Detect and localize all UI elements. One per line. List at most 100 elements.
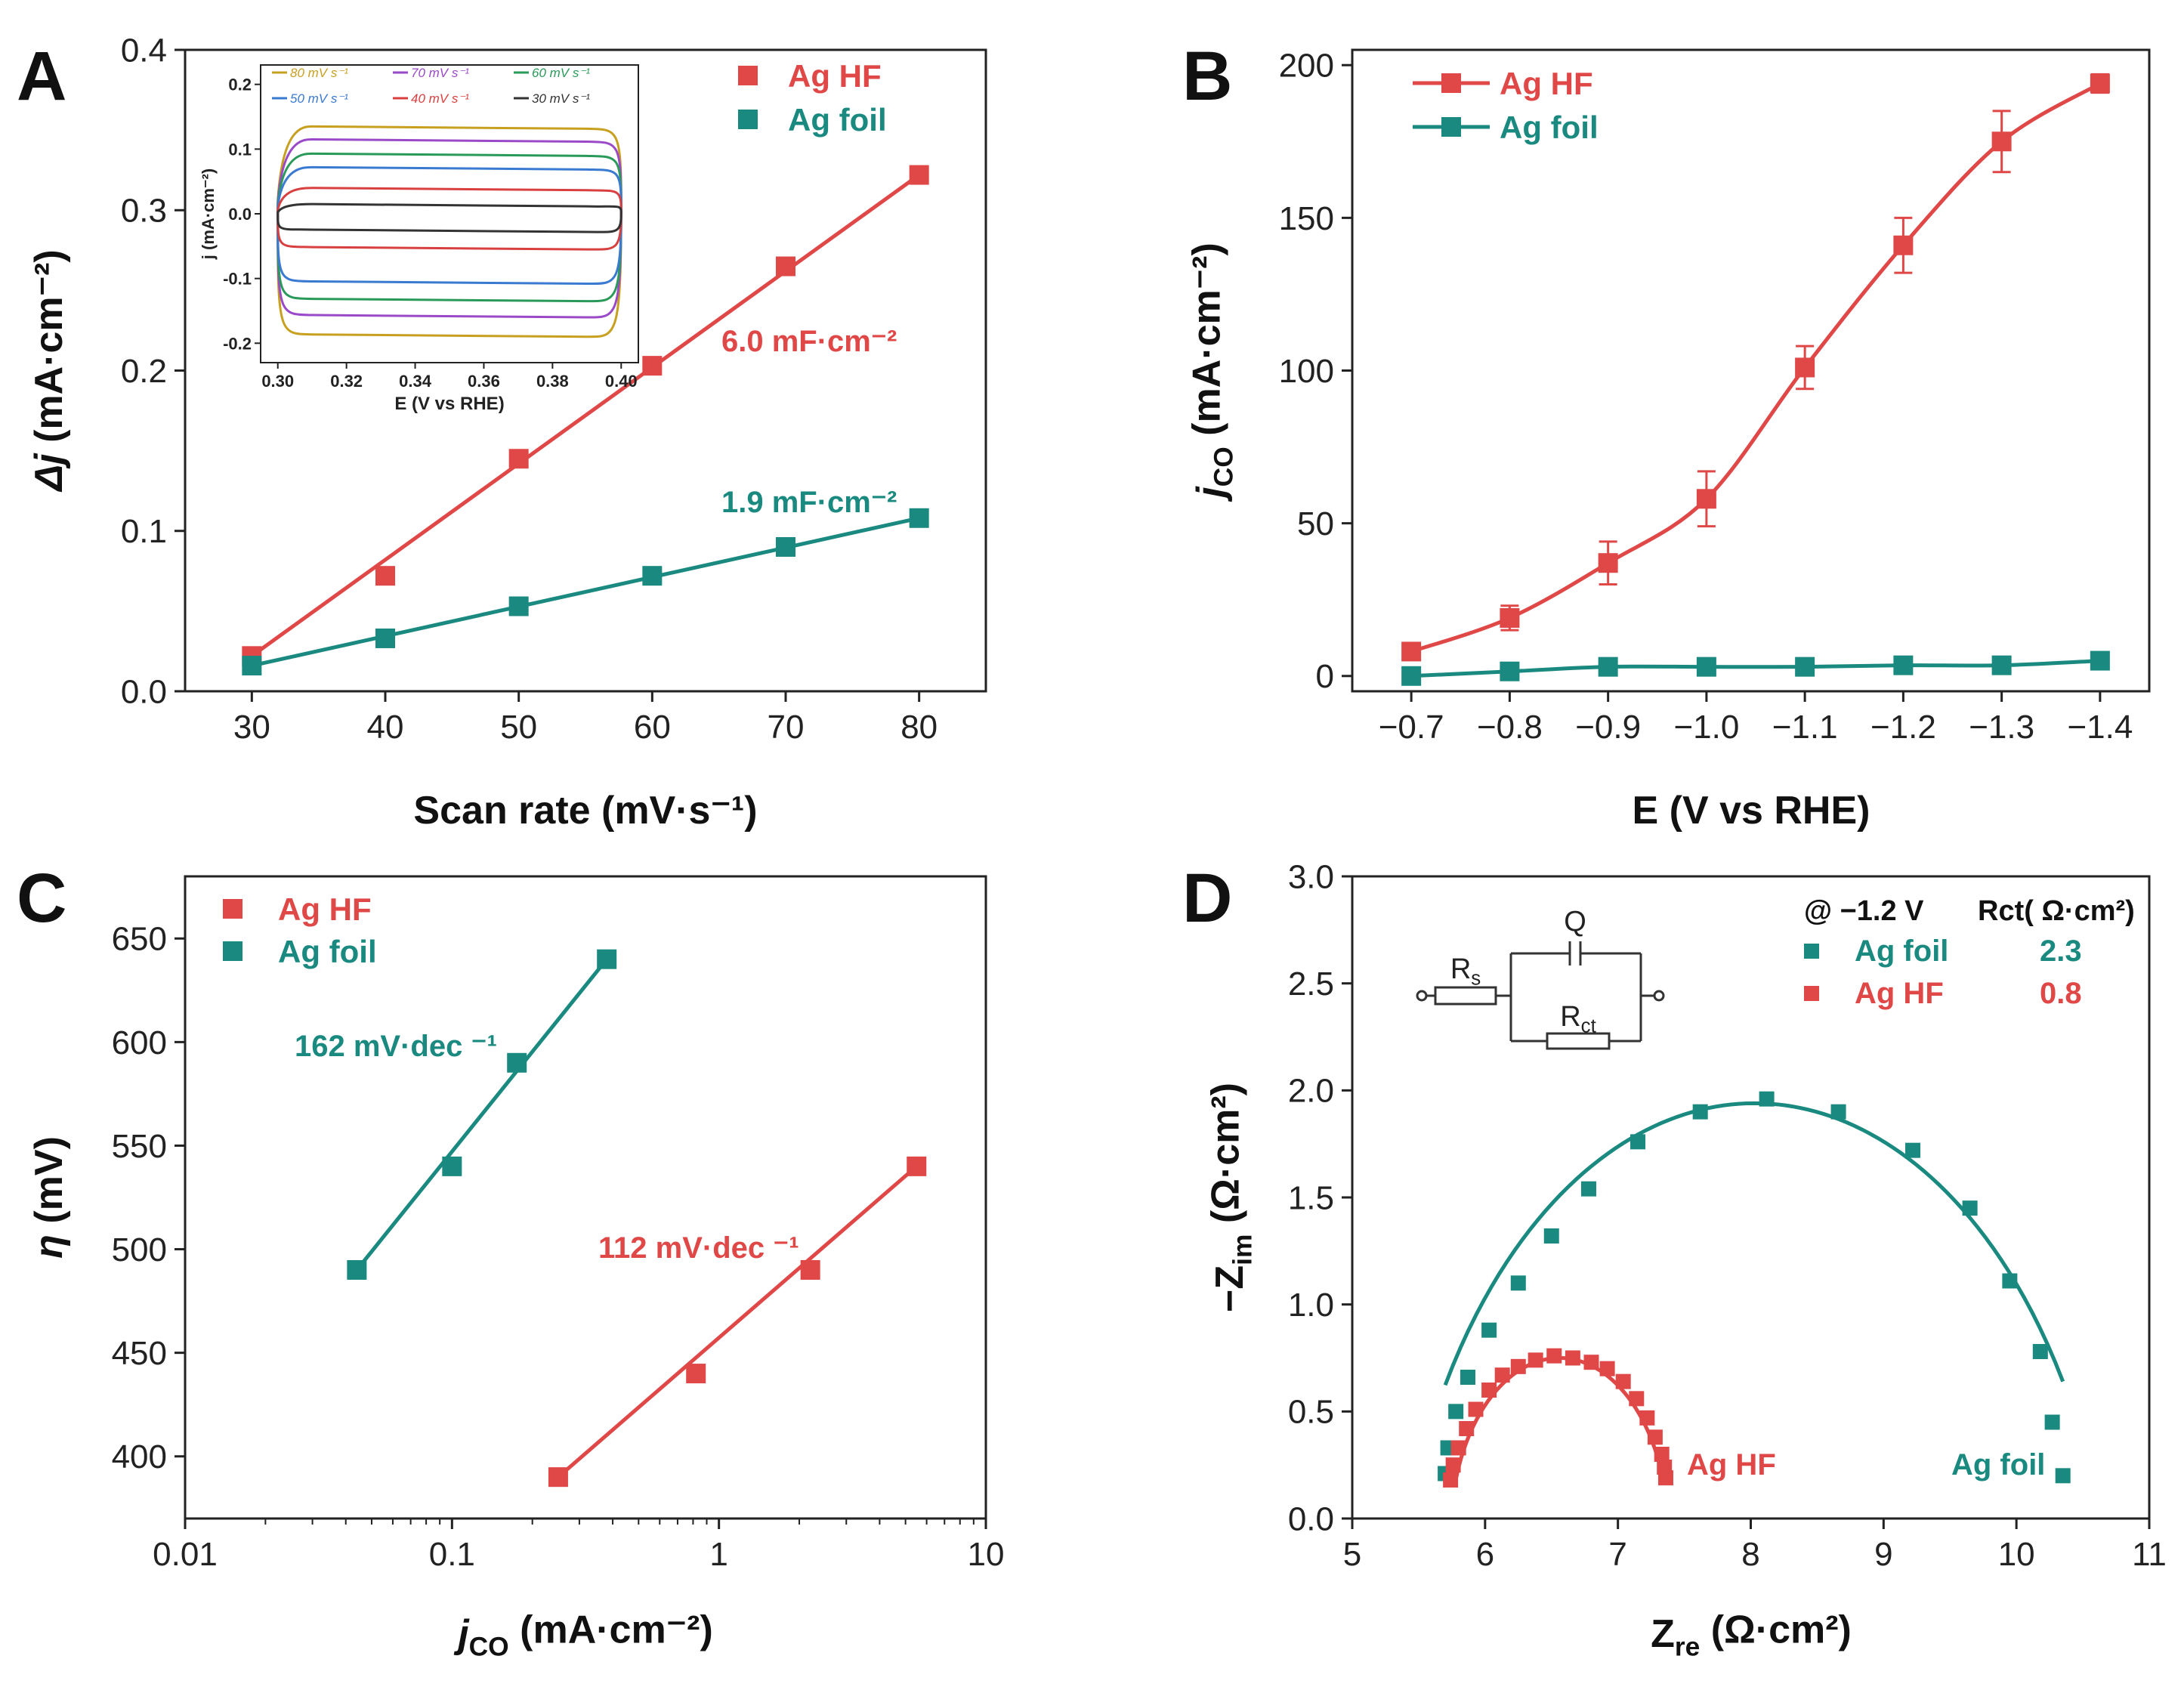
panel-a-legend-marker (738, 110, 758, 129)
panel-a-xtick-label: 60 (634, 709, 671, 746)
panel-a-xtick-label: 70 (768, 709, 805, 746)
panel-d-ytick-label: 2.0 (1288, 1073, 1334, 1110)
inset-y-axis-label: j (mA·cm⁻²) (199, 168, 218, 260)
panel-a-xtick-label: 50 (500, 709, 537, 746)
panel-d-curve-label: Ag HF (1687, 1448, 1776, 1481)
panel-d-point (1460, 1370, 1475, 1385)
panel-c-legend-marker (223, 899, 242, 919)
panel-b-point (1401, 641, 1422, 662)
panel-d-xtick-label: 8 (1741, 1536, 1759, 1573)
panel-b-point (1893, 235, 1914, 255)
panel-b-xtick-label: −1.3 (1969, 709, 2034, 746)
resistor-rct (1546, 1032, 1611, 1050)
inset-ytick-label: -0.1 (223, 270, 252, 289)
inset-legend-label: 40 mV s⁻¹ (411, 91, 469, 106)
panel-d-x-axis-label: Zre (Ω·cm²) (1651, 1608, 1852, 1662)
panel-d-point (2044, 1414, 2060, 1430)
inset-ytick-label: 0.2 (228, 76, 252, 94)
panel-c-ytick-label: 650 (112, 921, 167, 958)
panel-d-xtick-label: 6 (1476, 1536, 1494, 1573)
panel-b-legend-label: Ag foil (1500, 110, 1599, 145)
panel-b-xtick-label: −0.8 (1477, 709, 1543, 746)
inset-xtick-label: 0.34 (399, 372, 432, 391)
inset-legend-label: 50 mV s⁻¹ (290, 91, 348, 106)
panel-c-ytick-label: 550 (112, 1128, 167, 1165)
panel-b-point (1598, 657, 1618, 677)
circuit-label-rs: Rs (1450, 953, 1481, 989)
equivalent-circuit (1416, 941, 1665, 1050)
panel-c-point (347, 1259, 367, 1280)
inset-xtick-label: 0.36 (468, 372, 500, 391)
panel-b-point (1893, 655, 1914, 675)
panel-c-legend-label: Ag HF (278, 891, 372, 927)
panel-c-legend-marker (223, 941, 242, 961)
panel-b-point (1500, 661, 1520, 681)
panel-a-legend-label: Ag HF (788, 58, 882, 94)
panel-c-xtick-label: 10 (968, 1536, 1005, 1573)
panel-a-point (242, 656, 262, 676)
panel-d-point (1443, 1472, 1459, 1488)
panel-d-point (1481, 1322, 1497, 1338)
panel-a-point (909, 508, 929, 528)
panel-b-ytick-label: 200 (1279, 48, 1334, 85)
inset-legend-label: 70 mV s⁻¹ (411, 66, 469, 80)
panel-a: A 30 40 50 60 70 80 0.0 0.1 0.2 0.3 0.4 Ag HF Ag foil… (17, 32, 987, 833)
panel-d-fit-arc-0 (1443, 1101, 2065, 1386)
panel-a-x-axis-label: Scan rate (mV·s⁻¹) (413, 789, 757, 833)
panel-d-ytick-label: 2.5 (1288, 965, 1334, 1003)
inset-cv-loop (276, 202, 622, 233)
panel-d-xtick-label: 5 (1343, 1536, 1361, 1573)
circuit-terminal (1416, 990, 1428, 1002)
panel-b: B −0.7 −0.8 −0.9 −1.0 −1.1 −1.2 −1.3 −1.4 0 50 100 1… (1182, 38, 2151, 833)
panel-d-ytick-label: 3.0 (1288, 858, 1334, 895)
panel-d-point (1654, 1447, 1670, 1462)
panel-a-point (375, 628, 395, 648)
panel-d-point (1759, 1091, 1775, 1107)
panel-a-point (642, 356, 663, 376)
panel-d-point (1657, 1470, 1673, 1486)
inset-legend-label: 80 mV s⁻¹ (290, 66, 348, 80)
panel-d-point (1580, 1181, 1596, 1197)
panel-a-point (508, 596, 529, 616)
panel-a-point (776, 536, 795, 557)
panel-a-ytick-label: 0.0 (121, 673, 167, 710)
panel-b-xtick-label: −1.2 (1870, 709, 1936, 746)
panel-d-point (2055, 1468, 2071, 1484)
panel-c-fit-line-0 (557, 1164, 918, 1479)
panel-a-ytick-label: 0.3 (121, 193, 167, 230)
circuit-label-rct: Rct (1560, 1001, 1596, 1037)
panel-b-ytick-label: 100 (1279, 353, 1334, 390)
inset-plot-frame (260, 64, 639, 363)
panel-a-fit-line-0 (250, 173, 921, 658)
panel-a-xtick-label: 40 (367, 709, 404, 746)
panel-d-legend-marker (1804, 944, 1819, 959)
circuit-terminal (1653, 990, 1665, 1002)
panel-b-xtick-label: −1.0 (1673, 709, 1739, 746)
panel-d-point (1962, 1200, 1978, 1216)
inset-legend-label: 60 mV s⁻¹ (532, 66, 590, 80)
panel-c-ytick-label: 450 (112, 1335, 167, 1372)
panel-a-slope-label: 1.9 mF·cm⁻² (721, 486, 897, 519)
panel-d-point (1583, 1355, 1599, 1370)
panel-b-xtick-label: −1.1 (1772, 709, 1838, 746)
panel-b-y-axis-label: jCO (mA·cm⁻²) (1185, 243, 1239, 502)
panel-c-x-axis-label: jCO (mA·cm⁻²) (453, 1608, 713, 1662)
panel-b-point (1795, 357, 1815, 378)
panel-c-y-axis-label: η (mV) (27, 1136, 71, 1259)
panel-letter-a: A (17, 38, 66, 115)
panel-a-point (508, 449, 529, 469)
panel-d-rct-value: 2.3 (2040, 935, 2082, 968)
panel-b-point (1401, 666, 1422, 686)
panel-d-curve-label: Ag foil (1951, 1448, 2045, 1481)
panel-c-legend-label: Ag foil (278, 934, 377, 969)
panel-d-point (1468, 1401, 1484, 1417)
panel-d-point (1459, 1421, 1475, 1436)
panel-a-fit-line-1 (251, 516, 920, 668)
panel-c-fit-line-1 (355, 958, 609, 1271)
panel-a-y-axis-label: Δj (mA·cm⁻²) (27, 249, 71, 492)
panel-letter-d: D (1182, 860, 1232, 937)
inset-x-axis-label: E (V vs RHE) (394, 394, 504, 414)
panel-d-point (1510, 1275, 1526, 1291)
panel-d-point (1630, 1134, 1646, 1150)
